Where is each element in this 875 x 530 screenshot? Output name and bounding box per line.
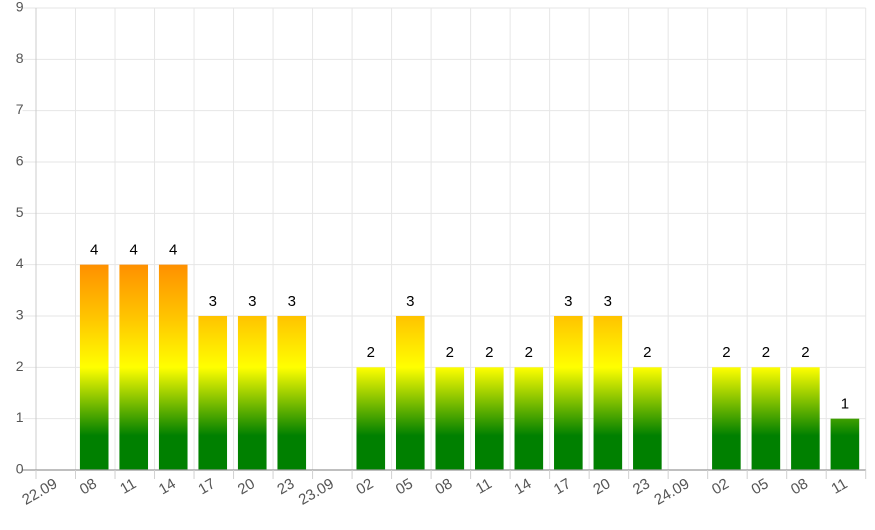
svg-text:0: 0: [16, 461, 24, 477]
svg-text:3: 3: [209, 293, 217, 310]
svg-text:14: 14: [511, 475, 534, 498]
svg-text:2: 2: [485, 344, 493, 361]
svg-text:23: 23: [274, 475, 297, 498]
svg-text:2: 2: [643, 344, 651, 361]
svg-text:3: 3: [406, 293, 414, 310]
svg-text:3: 3: [248, 293, 256, 310]
svg-text:08: 08: [788, 475, 811, 498]
svg-text:02: 02: [353, 475, 376, 498]
svg-text:08: 08: [77, 475, 100, 498]
svg-text:4: 4: [130, 241, 138, 258]
svg-text:1: 1: [16, 409, 24, 425]
svg-text:9: 9: [16, 0, 24, 15]
svg-text:02: 02: [709, 475, 732, 498]
svg-text:05: 05: [748, 475, 771, 498]
svg-text:3: 3: [288, 293, 296, 310]
svg-text:4: 4: [16, 255, 24, 271]
svg-text:3: 3: [16, 307, 24, 323]
svg-text:3: 3: [604, 293, 612, 310]
svg-text:2: 2: [762, 344, 770, 361]
svg-text:20: 20: [590, 475, 613, 498]
svg-text:4: 4: [90, 241, 98, 258]
svg-text:11: 11: [473, 475, 495, 498]
svg-text:11: 11: [117, 475, 139, 498]
svg-text:2: 2: [722, 344, 730, 361]
svg-text:05: 05: [393, 475, 416, 498]
svg-text:20: 20: [235, 475, 258, 498]
svg-text:6: 6: [16, 153, 24, 169]
svg-text:2: 2: [446, 344, 454, 361]
svg-text:4: 4: [169, 241, 177, 258]
svg-text:3: 3: [564, 293, 572, 310]
svg-text:2: 2: [367, 344, 375, 361]
svg-text:2: 2: [801, 344, 809, 361]
svg-text:7: 7: [16, 101, 24, 117]
svg-text:17: 17: [195, 475, 218, 498]
svg-text:11: 11: [828, 475, 850, 498]
svg-text:2: 2: [16, 358, 24, 374]
svg-text:8: 8: [16, 50, 24, 66]
svg-text:08: 08: [432, 475, 455, 498]
svg-text:23: 23: [630, 475, 653, 498]
svg-text:5: 5: [16, 204, 24, 220]
svg-text:1: 1: [841, 395, 849, 412]
svg-text:14: 14: [156, 475, 179, 498]
svg-text:2: 2: [525, 344, 533, 361]
svg-text:17: 17: [551, 475, 574, 498]
